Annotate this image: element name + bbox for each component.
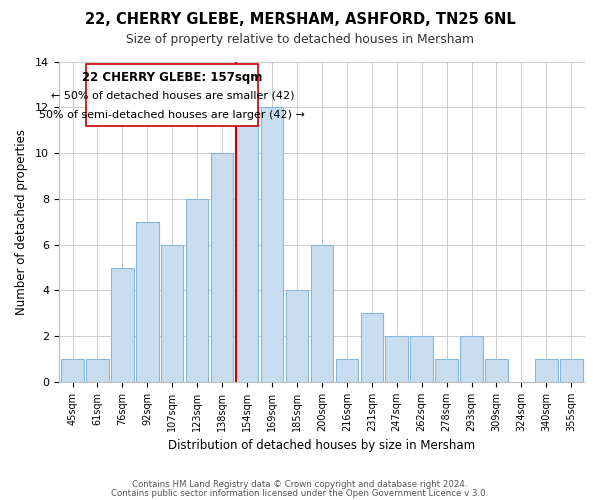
Text: 50% of semi-detached houses are larger (42) →: 50% of semi-detached houses are larger (… xyxy=(40,110,305,120)
Bar xyxy=(311,244,333,382)
Text: ← 50% of detached houses are smaller (42): ← 50% of detached houses are smaller (42… xyxy=(50,90,294,100)
Bar xyxy=(485,359,508,382)
Text: 22, CHERRY GLEBE, MERSHAM, ASHFORD, TN25 6NL: 22, CHERRY GLEBE, MERSHAM, ASHFORD, TN25… xyxy=(85,12,515,28)
Bar xyxy=(385,336,408,382)
Bar xyxy=(111,268,134,382)
Bar xyxy=(535,359,557,382)
Bar xyxy=(136,222,158,382)
FancyBboxPatch shape xyxy=(86,64,259,126)
Text: Contains public sector information licensed under the Open Government Licence v : Contains public sector information licen… xyxy=(112,488,488,498)
Bar xyxy=(460,336,483,382)
Bar xyxy=(61,359,84,382)
Bar xyxy=(86,359,109,382)
Text: Contains HM Land Registry data © Crown copyright and database right 2024.: Contains HM Land Registry data © Crown c… xyxy=(132,480,468,489)
Bar xyxy=(335,359,358,382)
Text: 22 CHERRY GLEBE: 157sqm: 22 CHERRY GLEBE: 157sqm xyxy=(82,70,262,84)
Bar xyxy=(186,199,208,382)
Bar xyxy=(560,359,583,382)
Bar xyxy=(286,290,308,382)
Y-axis label: Number of detached properties: Number of detached properties xyxy=(15,129,28,315)
Text: Size of property relative to detached houses in Mersham: Size of property relative to detached ho… xyxy=(126,32,474,46)
X-axis label: Distribution of detached houses by size in Mersham: Distribution of detached houses by size … xyxy=(169,440,475,452)
Bar xyxy=(361,314,383,382)
Bar xyxy=(436,359,458,382)
Bar xyxy=(236,108,259,382)
Bar xyxy=(161,244,184,382)
Bar xyxy=(410,336,433,382)
Bar xyxy=(261,108,283,382)
Bar xyxy=(211,153,233,382)
